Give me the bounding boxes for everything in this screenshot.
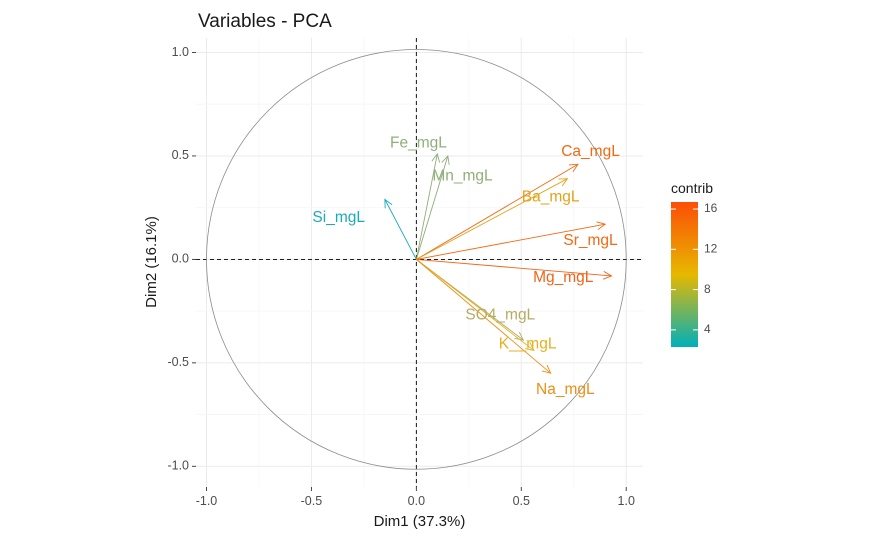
x-axis-title: Dim1 (37.3%) (374, 513, 466, 530)
variable-arrow-ca-mgl (416, 163, 579, 260)
legend-ticks: 4 8 12 16 (671, 201, 718, 336)
variable-labels: Fe_mgL Mn_mgL Si_mgL Ca_mgL Ba_mgL Sr_mgL Mg_m… (312, 135, 620, 398)
y-tick-label: -1.0 (167, 459, 189, 473)
variable-arrow-na-mgl (416, 259, 552, 374)
variable-label: Sr_mgL (563, 232, 618, 249)
legend-color-bar (671, 202, 698, 347)
variable-label: Mn_mgL (432, 168, 493, 185)
legend-title: contrib (671, 180, 713, 196)
legend-tick-label: 8 (704, 282, 711, 296)
y-tick-label: 0.0 (172, 252, 189, 266)
y-axis-title: Dim2 (16.1%) (143, 216, 160, 308)
variable-label: Si_mgL (312, 209, 365, 226)
variable-label: Fe_mgL (390, 135, 447, 152)
variable-label: K__mgL (499, 335, 557, 352)
y-tick-label: 1.0 (172, 45, 189, 59)
y-tick-label: -0.5 (167, 355, 189, 369)
y-axis-ticks: -1.0 -0.5 0.0 0.5 1.0 (167, 45, 196, 473)
x-tick-label: 0.5 (513, 494, 530, 508)
y-tick-label: 0.5 (172, 148, 189, 162)
x-tick-label: -0.5 (301, 494, 323, 508)
legend-tick-label: 12 (704, 241, 718, 255)
variable-arrow-si-mgl (384, 198, 417, 260)
variable-label: Ba_mgL (522, 188, 580, 205)
correlation-circle (206, 49, 627, 470)
x-tick-label: 0.0 (408, 494, 425, 508)
variable-arrow-fe-mgl (415, 152, 441, 260)
x-axis-ticks: -1.0 -0.5 0.0 0.5 1.0 (196, 487, 635, 508)
reference-lines (196, 38, 643, 487)
x-tick-label: 1.0 (618, 494, 635, 508)
legend-tick-label: 4 (704, 322, 711, 336)
variable-label: Na_mgL (536, 381, 595, 398)
variable-label: SO4_mgL (465, 306, 535, 323)
variable-label: Mg_mgL (533, 269, 594, 286)
variable-label: Ca_mgL (561, 143, 620, 160)
variable-arrow-k--mgl (416, 259, 535, 352)
variable-arrow-mg-mgl (416, 258, 613, 280)
contrib-legend: contrib 4 8 12 16 (671, 180, 718, 347)
variable-arrow-sr-mgl (416, 221, 607, 260)
variable-arrows (384, 152, 613, 374)
x-tick-label: -1.0 (196, 494, 218, 508)
variable-arrow-mn-mgl (415, 154, 450, 260)
variable-arrow-ba-mgl (416, 178, 569, 260)
chart-title: Variables - PCA (198, 11, 332, 32)
legend-tick-label: 16 (704, 201, 718, 215)
